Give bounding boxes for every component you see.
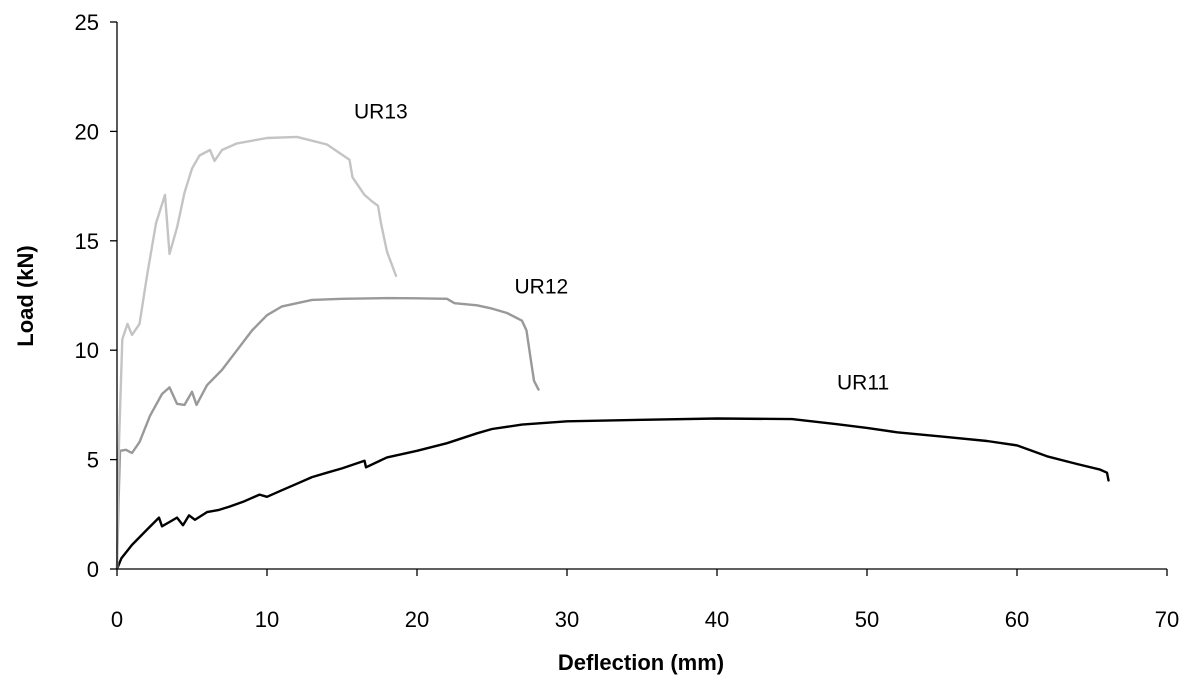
- y-axis-title: Load (kN): [13, 245, 38, 346]
- series-label-ur13: UR13: [354, 100, 408, 123]
- series-annotations: UR13 UR12 UR11: [354, 100, 889, 394]
- series-line-ur12: [115, 296, 540, 571]
- series-line-ur11: [115, 417, 1110, 571]
- x-tick-label: 70: [1155, 607, 1179, 632]
- x-tick-label: 40: [705, 607, 729, 632]
- y-tick-label: 10: [75, 338, 99, 363]
- plot-lines: [115, 135, 1110, 571]
- x-tick-label: 50: [855, 607, 879, 632]
- series-label-ur11: UR11: [837, 372, 889, 395]
- x-tick-label: 60: [1005, 607, 1029, 632]
- series-label-ur12: UR12: [515, 275, 569, 298]
- y-tick-label: 20: [75, 119, 99, 144]
- x-tick-label: 20: [405, 607, 429, 632]
- x-tick-label: 30: [555, 607, 579, 632]
- x-tick-label: 10: [255, 607, 279, 632]
- x-axis-title: Deflection (mm): [558, 650, 724, 675]
- x-tick-label: 0: [111, 607, 123, 632]
- series-line-ur13: [115, 135, 398, 571]
- axes: 0 5 10 15 20 25 0 10 20 30 40 50 60 70: [75, 10, 1180, 632]
- y-tick-label: 25: [75, 10, 99, 35]
- y-tick-label: 5: [87, 448, 99, 473]
- y-tick-label: 0: [87, 557, 99, 582]
- y-tick-label: 15: [75, 229, 99, 254]
